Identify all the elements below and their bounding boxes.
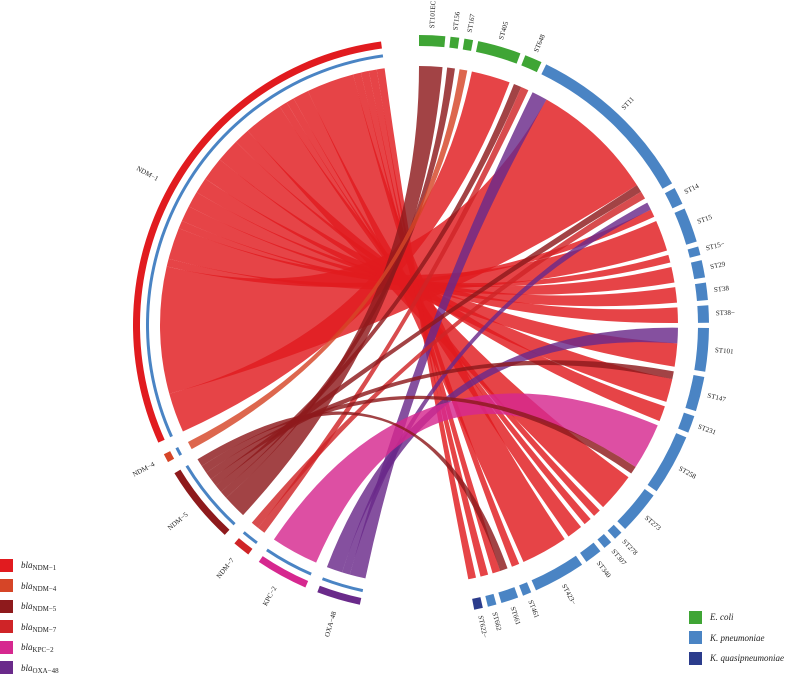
arc-st231 bbox=[678, 413, 694, 433]
label-ndm-1: NDM−1 bbox=[135, 164, 160, 183]
arc-st258 bbox=[648, 433, 687, 491]
legend-item-ecoli: E. coli bbox=[689, 607, 784, 628]
legend-label: K. pneumoniae bbox=[710, 633, 765, 643]
legend-label: blaNDM−5 bbox=[21, 601, 56, 611]
arc-st156 bbox=[449, 37, 459, 49]
legend-swatch bbox=[0, 661, 13, 674]
label-st405: ST405 bbox=[497, 20, 510, 41]
legend-item-kpc-2: blaKPC−2 bbox=[0, 637, 59, 658]
label-st167: ST167 bbox=[466, 13, 477, 33]
arc-st167 bbox=[463, 39, 473, 51]
label-st38: ST38 bbox=[713, 284, 729, 294]
legend-label: blaKPC−2 bbox=[21, 642, 54, 652]
arc-st661 bbox=[498, 587, 518, 603]
arc-st405 bbox=[476, 41, 520, 64]
label-st622: ST622− bbox=[476, 615, 488, 639]
legend-swatch bbox=[689, 652, 702, 665]
label-st15: ST15 bbox=[696, 213, 713, 226]
legend-label: blaNDM−7 bbox=[21, 622, 56, 632]
legend-label: blaNDM−4 bbox=[21, 581, 56, 591]
legend-item-kpneu: K. pneumoniae bbox=[689, 628, 784, 649]
label-oxa-48: OXA−48 bbox=[323, 610, 338, 638]
arc-st622 bbox=[472, 597, 483, 610]
arc-ndm-4 bbox=[164, 451, 174, 462]
label-st231: ST231 bbox=[697, 423, 718, 437]
legend-label: blaOXA−48 bbox=[21, 663, 59, 673]
label-st340: ST340 bbox=[595, 560, 613, 580]
legend-swatch bbox=[689, 631, 702, 644]
arc-st101 bbox=[694, 328, 709, 372]
legend-item-ndm-4: blaNDM−4 bbox=[0, 576, 59, 597]
label-ndm-7: NDM−7 bbox=[215, 556, 236, 580]
label-st15: ST15− bbox=[705, 240, 726, 253]
arc-st278 bbox=[608, 525, 622, 539]
legend-item-ndm-7: blaNDM−7 bbox=[0, 617, 59, 638]
label-st423: ST423− bbox=[560, 583, 578, 607]
arc-st662 bbox=[485, 594, 496, 607]
label-st258: ST258 bbox=[677, 465, 698, 481]
arc-st307 bbox=[597, 534, 611, 548]
label-st661: ST661 bbox=[509, 606, 523, 627]
legend-swatch bbox=[0, 600, 13, 613]
legend-swatch bbox=[689, 611, 702, 624]
legend-label: E. coli bbox=[710, 612, 734, 622]
label-st38: ST38− bbox=[716, 309, 735, 318]
legend-swatch bbox=[0, 579, 13, 592]
arc-st147 bbox=[685, 375, 704, 411]
arc-st38 bbox=[697, 305, 709, 323]
legend-swatch bbox=[0, 620, 13, 633]
legend-label: K. quasipneumoniae bbox=[710, 653, 784, 663]
legend-swatch bbox=[0, 559, 13, 572]
arc-st14 bbox=[665, 188, 683, 208]
legend-item-oxa-48: blaOXA−48 bbox=[0, 658, 59, 678]
arc-st461 bbox=[519, 582, 531, 595]
arc-st648 bbox=[521, 55, 541, 72]
label-st307: ST307 bbox=[610, 548, 629, 568]
species-legend: E. coli K. pneumoniae K. quasipneumoniae bbox=[689, 607, 784, 669]
chord-diagram: OXA−48 KPC−2 NDM−7 NDM−5 NDM−4 NDM−1 ST101EC ST… bbox=[0, 0, 787, 658]
legend-swatch bbox=[0, 641, 13, 654]
label-st156: ST156 bbox=[451, 11, 461, 31]
arc-st15 bbox=[675, 209, 697, 245]
label-ndm-5: NDM−5 bbox=[166, 510, 190, 532]
label-st101: ST101 bbox=[715, 346, 735, 356]
label-st662: ST662 bbox=[490, 611, 503, 632]
label-st278: ST278 bbox=[620, 538, 639, 557]
arc-st423 bbox=[532, 556, 583, 591]
label-st29: ST29 bbox=[710, 260, 727, 271]
arc-inner-ndm-7 bbox=[243, 531, 258, 544]
label-st648: ST648 bbox=[532, 33, 547, 54]
label-st147: ST147 bbox=[707, 392, 728, 404]
legend-item-kquasi: K. quasipneumoniae bbox=[689, 648, 784, 669]
legend-label: blaNDM−1 bbox=[21, 560, 56, 570]
arc-inner-ndm-4 bbox=[175, 447, 182, 456]
label-ndm-4: NDM−4 bbox=[131, 460, 156, 478]
arc-st29 bbox=[691, 260, 705, 279]
label-st461: ST461 bbox=[526, 599, 541, 620]
gene-legend: blaNDM−1 blaNDM−4 blaNDM−5 blaNDM−7 blaKPC−2… bbox=[0, 555, 59, 678]
label-st273: ST273 bbox=[643, 514, 663, 533]
label-st14: ST14 bbox=[683, 182, 701, 196]
ribbon-layer bbox=[160, 66, 678, 579]
arc-st38 bbox=[695, 283, 708, 301]
arc-st15 bbox=[688, 247, 701, 258]
legend-item-ndm-5: blaNDM−5 bbox=[0, 596, 59, 617]
arc-st340 bbox=[580, 543, 600, 562]
arc-st101ec bbox=[419, 35, 445, 47]
label-st11: ST11 bbox=[620, 95, 636, 112]
label-st101ec: ST101EC bbox=[428, 0, 437, 28]
legend-item-ndm-1: blaNDM−1 bbox=[0, 555, 59, 576]
arc-ndm-7 bbox=[234, 538, 252, 554]
label-kpc-2: KPC−2 bbox=[261, 585, 278, 608]
